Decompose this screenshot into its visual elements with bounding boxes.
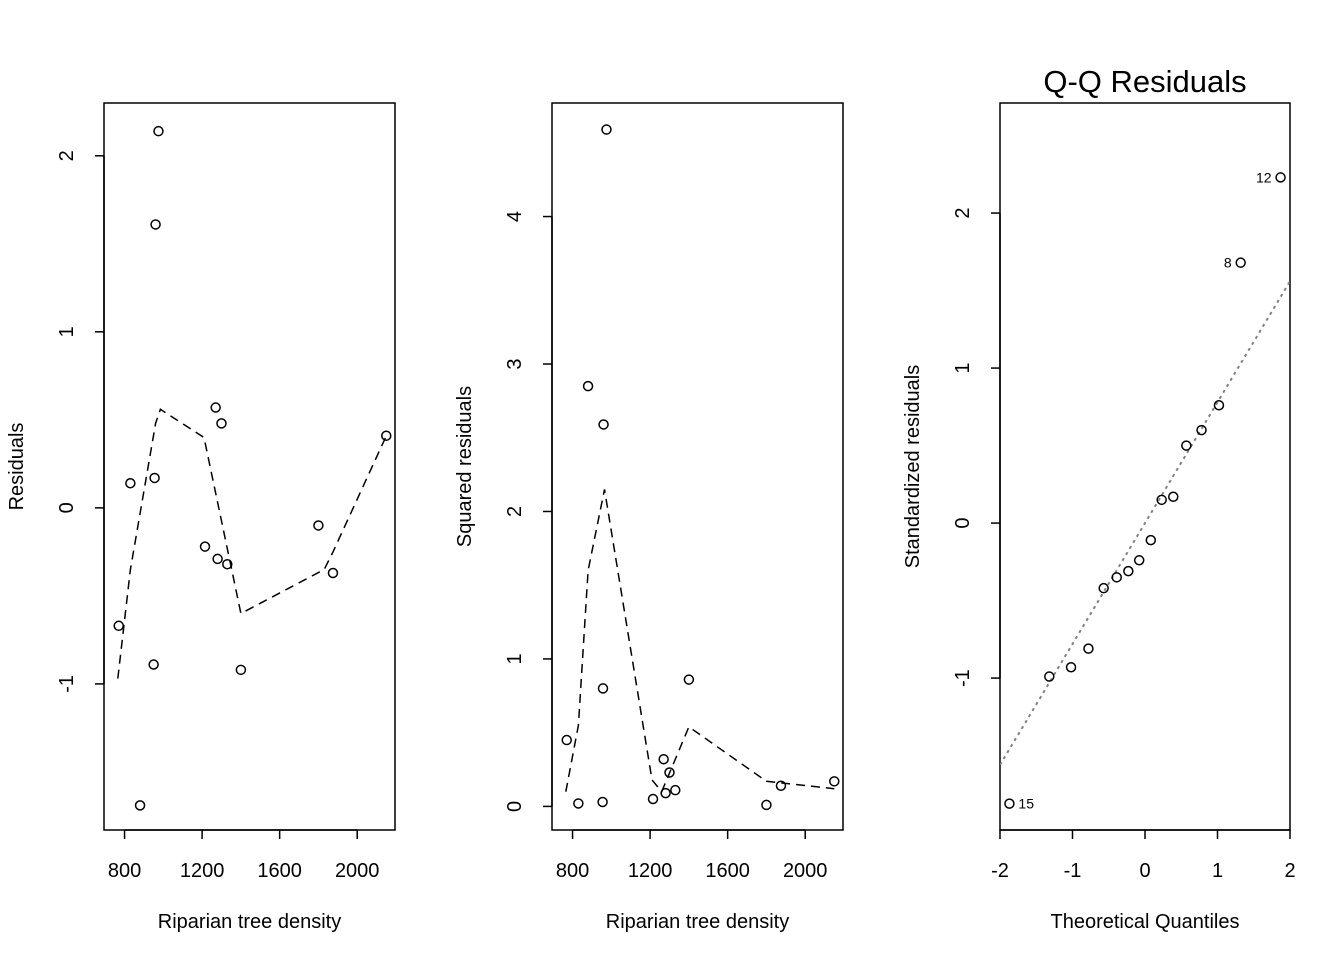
x-tick-label: 1600 [257,860,302,882]
data-point [125,477,136,489]
data-point [1083,643,1094,654]
data-point [216,418,227,429]
data-point [1181,440,1192,451]
data-point [683,674,695,685]
data-point [153,125,164,137]
y-tick-label: 0 [952,518,974,529]
data-point [1196,424,1207,436]
y-tick-label: -1 [952,669,974,687]
data-point [212,553,223,565]
y-tick-label: 1 [504,653,526,664]
data-point [601,124,612,135]
y-tick-label: 3 [504,358,526,369]
data-point [210,402,221,413]
data-point [658,753,669,765]
x-axis-title: Theoretical Quantiles [1051,911,1240,933]
data-point [150,219,161,230]
data-point [381,430,392,441]
x-tick-label: 2000 [783,860,828,882]
y-axis-title: Standardized residuals [902,365,924,568]
data-point [660,787,671,799]
data-point [1123,565,1134,577]
point-label: 12 [1256,169,1272,185]
y-tick-label: 1 [56,326,78,337]
x-tick-label: -1 [1064,860,1082,882]
data-point [573,798,584,809]
data-point [1235,257,1246,268]
data-point [1168,491,1179,502]
y-tick-label: 2 [504,506,526,517]
data-point [561,734,572,746]
data-point [222,558,233,570]
point-label: 8 [1224,255,1232,271]
data-point [597,796,608,808]
x-tick-label: -2 [991,860,1009,882]
data-point [113,620,124,632]
data-point [1044,671,1055,682]
data-point [1065,661,1077,673]
data-point [327,567,339,579]
data-point [199,541,211,552]
data-point [1004,798,1015,809]
data-point [647,793,659,805]
data-point [1275,172,1286,183]
x-tick-label: 0 [1139,860,1150,882]
data-point [597,683,609,694]
data-point [1213,400,1225,411]
y-tick-label: 1 [952,363,974,374]
x-axis-title: Riparian tree density [158,911,341,933]
plot-frame [999,102,1291,831]
plot-frame [551,102,844,831]
x-tick-label: 1200 [628,860,673,882]
panel-1: 800 1200 1600 2000 -1 0 1 2 Riparian tree densit… [6,102,396,933]
data-point [235,664,247,676]
data-point [148,659,159,670]
data-point [775,780,787,792]
x-tick-label: 800 [108,860,141,882]
y-axis-title: Residuals [6,423,28,511]
data-point [1111,572,1122,583]
y-tick-label: 2 [56,150,78,161]
x-tick-label: 1 [1212,860,1223,882]
y-tick-label: 0 [504,801,526,812]
data-point [313,520,324,531]
y-tick-label: 4 [504,211,526,222]
smoothed-trend-line [117,408,388,679]
x-axis-title: Riparian tree density [606,911,789,933]
data-point [1145,534,1157,546]
y-tick-label: -1 [56,675,78,693]
x-tick-label: 800 [556,860,589,882]
data-point [149,472,160,484]
x-tick-label: 1600 [705,860,750,882]
y-tick-label: 2 [952,207,974,218]
x-tick-label: 1200 [180,860,225,882]
panel-2: 800 1200 1600 2000 0 1 2 3 4 Riparian tree densit… [454,102,844,933]
data-point [1098,582,1109,594]
data-point [1156,494,1167,506]
data-point [582,380,594,392]
y-tick-label: 0 [56,502,78,513]
x-tick-label: 2000 [335,860,380,882]
data-point [1133,555,1145,566]
data-point [670,784,681,796]
data-point [134,800,146,811]
data-point [761,799,772,811]
qq-reference-line [1000,280,1290,766]
point-label: 15 [1018,796,1034,812]
x-tick-label: 2 [1284,860,1295,882]
chart-title: Q-Q Residuals [1043,64,1246,99]
data-point [664,767,675,778]
data-point [829,776,840,787]
data-point [598,419,609,430]
y-axis-title: Squared residuals [454,386,476,547]
smoothed-trend-line [565,489,835,794]
